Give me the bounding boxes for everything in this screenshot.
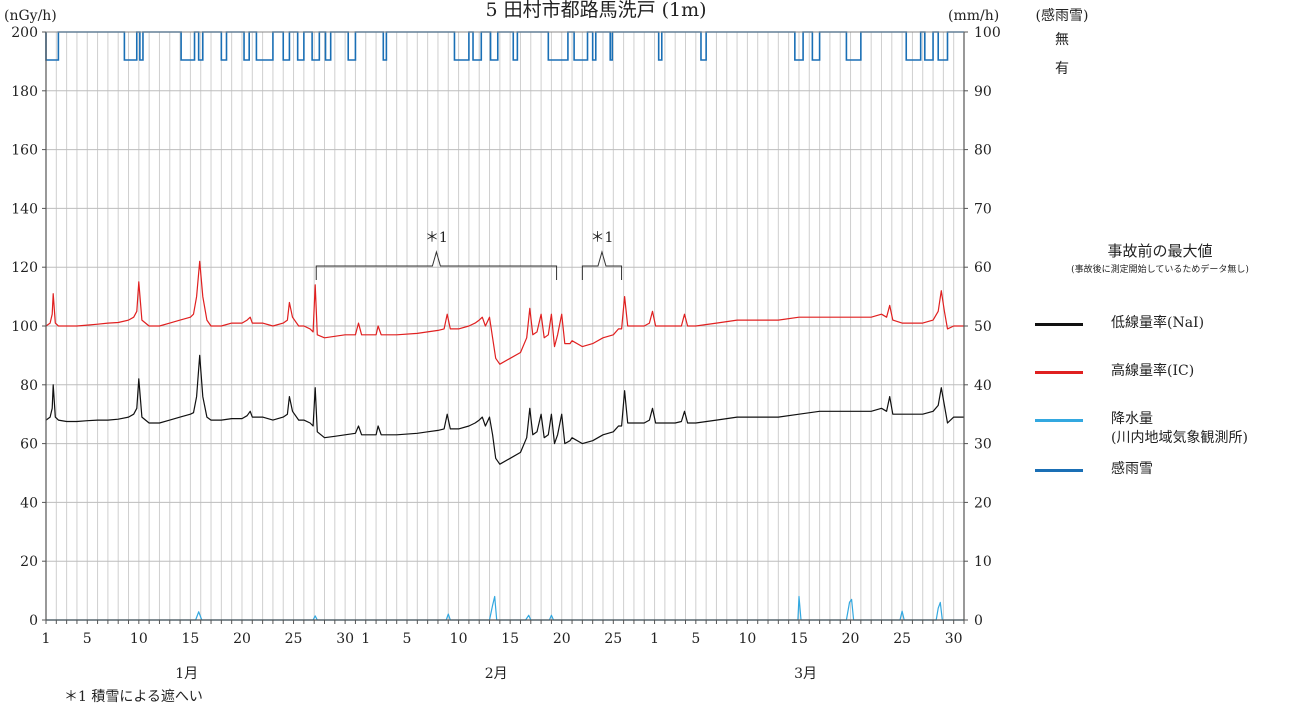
y-tick-label-left: 120 <box>11 260 38 276</box>
annotation-label: ＊1 <box>425 230 448 246</box>
series-line-precipitation <box>46 595 964 621</box>
y-tick-label-right: 50 <box>974 319 992 335</box>
x-tick-label: 20 <box>553 631 571 647</box>
legend-label: 高線量率(IC) <box>1111 363 1195 379</box>
labels: 0204060801001201401601802000102030405060… <box>4 0 1088 704</box>
x-tick-label: 1 <box>650 631 659 647</box>
annotations: ＊1 ＊1 <box>315 230 623 280</box>
axes <box>42 31 968 624</box>
series-line-low-dose <box>45 354 964 465</box>
x-tick-label: 25 <box>893 631 911 647</box>
legend: 事故前の最大値 (事故後に測定開始しているためデータ無し) 低線量率(NaI) 高… <box>1035 240 1285 477</box>
legend-label: 低線量率(NaI) <box>1111 315 1205 331</box>
legend-label: 感雨雪 <box>1111 461 1153 477</box>
legend-swatch <box>1035 419 1083 422</box>
y-tick-label-right: 70 <box>974 201 992 217</box>
legend-swatch <box>1035 371 1083 374</box>
left-unit-label: (nGy/h) <box>4 8 57 24</box>
rain-axis-title: (感雨雪) <box>1036 7 1089 24</box>
y-tick-label-left: 60 <box>20 437 38 453</box>
x-tick-label: 25 <box>285 631 303 647</box>
y-tick-label-right: 90 <box>974 84 992 100</box>
x-tick-label: 15 <box>181 631 199 647</box>
series-line-high-dose <box>45 260 964 365</box>
y-tick-label-left: 40 <box>20 495 38 511</box>
month-label: 1月 <box>175 666 198 682</box>
y-tick-label-left: 160 <box>11 143 38 159</box>
series-line-rain-snow <box>45 31 964 61</box>
x-tick-label: 1 <box>361 631 370 647</box>
month-label: 2月 <box>485 666 508 682</box>
y-tick-label-right: 80 <box>974 143 992 159</box>
y-tick-label-left: 180 <box>11 84 38 100</box>
y-tick-label-right: 20 <box>974 495 992 511</box>
x-tick-label: 25 <box>604 631 622 647</box>
grid <box>45 31 965 621</box>
month-label: 3月 <box>794 666 817 682</box>
chart-title: 5 田村市都路馬洗戸 (1m) <box>485 0 706 21</box>
footnote: ＊1 積雪による遮へい <box>64 689 203 704</box>
y-tick-label-right: 30 <box>974 437 992 453</box>
x-tick-label: 5 <box>403 631 412 647</box>
x-tick-label: 5 <box>691 631 700 647</box>
legend-item: 感雨雪 <box>1035 460 1153 479</box>
legend-item: 低線量率(NaI) <box>1035 314 1204 333</box>
x-tick-label: 30 <box>945 631 963 647</box>
y-tick-label-right: 60 <box>974 260 992 276</box>
x-tick-label: 15 <box>790 631 808 647</box>
annotation-brace <box>581 250 623 280</box>
x-tick-label: 20 <box>233 631 251 647</box>
y-tick-label-left: 140 <box>11 201 38 217</box>
y-tick-label-right: 10 <box>974 554 992 570</box>
y-tick-label-right: 40 <box>974 378 992 394</box>
rain-axis-on-label: 有 <box>1055 61 1069 77</box>
annotation-label: ＊1 <box>590 230 613 246</box>
legend-swatch <box>1035 323 1083 326</box>
rain-axis-off-label: 無 <box>1055 32 1069 48</box>
y-tick-label-left: 0 <box>29 613 38 629</box>
x-tick-label: 1 <box>42 631 51 647</box>
x-tick-label: 15 <box>501 631 519 647</box>
y-tick-label-left: 100 <box>11 319 38 335</box>
y-tick-label-left: 20 <box>20 554 38 570</box>
x-tick-label: 10 <box>738 631 756 647</box>
annotation-brace <box>315 250 558 280</box>
x-tick-label: 30 <box>336 631 354 647</box>
x-tick-label: 20 <box>842 631 860 647</box>
legend-title: 事故前の最大値 <box>1107 242 1213 260</box>
x-tick-label: 5 <box>83 631 92 647</box>
legend-note: (事故後に測定開始しているためデータ無し) <box>1071 265 1249 275</box>
right-unit-label: (mm/h) <box>948 8 999 24</box>
y-tick-label-left: 80 <box>20 378 38 394</box>
legend-item: 降水量 (川内地域気象観測所) <box>1035 410 1248 448</box>
y-tick-label-right: 0 <box>974 613 983 629</box>
y-tick-label-left: 200 <box>11 25 38 41</box>
x-tick-label: 10 <box>130 631 148 647</box>
legend-item: 高線量率(IC) <box>1035 362 1194 381</box>
y-tick-label-right: 100 <box>974 25 1001 41</box>
legend-label: 降水量 (川内地域気象観測所) <box>1111 411 1248 446</box>
legend-swatch <box>1035 469 1083 472</box>
x-tick-label: 10 <box>450 631 468 647</box>
